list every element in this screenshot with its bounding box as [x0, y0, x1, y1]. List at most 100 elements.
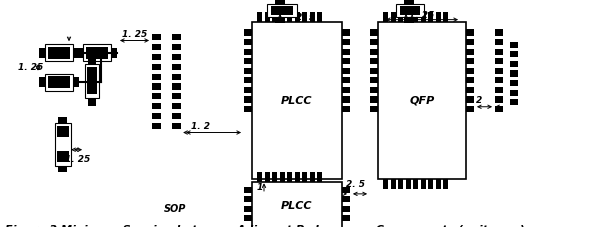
Bar: [466, 106, 474, 112]
Text: 1: 1: [257, 183, 263, 192]
Bar: [510, 80, 518, 86]
Bar: [342, 187, 350, 193]
Bar: [295, 179, 299, 189]
Text: 1. 25: 1. 25: [65, 155, 91, 164]
Bar: [466, 96, 474, 103]
Bar: [342, 39, 350, 45]
Bar: [244, 77, 252, 84]
Bar: [400, 6, 420, 15]
Bar: [58, 166, 67, 172]
Bar: [495, 58, 503, 64]
Bar: [152, 74, 161, 80]
Bar: [383, 179, 388, 189]
Bar: [436, 179, 440, 189]
Bar: [510, 42, 518, 48]
Bar: [495, 39, 503, 45]
Bar: [275, 0, 285, 4]
Bar: [342, 96, 350, 103]
Text: 2. 5: 2. 5: [347, 180, 365, 189]
Bar: [244, 106, 252, 112]
Bar: [421, 12, 425, 22]
Bar: [152, 103, 161, 109]
Bar: [370, 87, 378, 93]
Bar: [510, 61, 518, 67]
Bar: [172, 74, 181, 80]
Bar: [152, 64, 161, 70]
Text: SOP: SOP: [164, 204, 186, 214]
Bar: [152, 34, 161, 40]
Bar: [152, 44, 161, 50]
Bar: [406, 12, 410, 22]
Bar: [342, 58, 350, 64]
Bar: [495, 30, 503, 36]
Bar: [87, 67, 97, 94]
Bar: [111, 48, 117, 58]
Bar: [244, 196, 252, 202]
Bar: [391, 12, 395, 22]
Text: 1. 25: 1. 25: [409, 11, 434, 20]
Bar: [172, 54, 181, 60]
Bar: [58, 117, 67, 123]
Bar: [252, 22, 342, 179]
Bar: [295, 12, 299, 22]
Bar: [172, 93, 181, 99]
Bar: [244, 68, 252, 74]
Bar: [83, 44, 111, 61]
Bar: [310, 179, 314, 189]
Text: 2: 2: [476, 96, 482, 105]
Bar: [48, 76, 70, 88]
Bar: [510, 70, 518, 76]
Bar: [77, 48, 83, 58]
Text: PLCC: PLCC: [281, 96, 313, 106]
Bar: [370, 77, 378, 84]
Text: Figure 3 Minimum Spacing betwwen Adjacent Pads among Components (unit: mm): Figure 3 Minimum Spacing betwwen Adjacen…: [5, 225, 525, 227]
Bar: [152, 93, 161, 99]
Bar: [275, 17, 285, 23]
Bar: [48, 47, 70, 59]
Bar: [152, 113, 161, 119]
Bar: [295, 172, 299, 182]
Bar: [45, 44, 73, 61]
Bar: [152, 123, 161, 129]
Bar: [466, 87, 474, 93]
Bar: [466, 68, 474, 74]
Bar: [436, 12, 440, 22]
Bar: [39, 77, 45, 87]
Bar: [152, 54, 161, 60]
Bar: [172, 44, 181, 50]
Bar: [406, 179, 410, 189]
Bar: [272, 172, 277, 182]
Bar: [272, 12, 277, 22]
Bar: [172, 64, 181, 70]
Bar: [370, 96, 378, 103]
Bar: [172, 123, 181, 129]
Bar: [265, 179, 269, 189]
Bar: [152, 84, 161, 90]
Bar: [265, 12, 269, 22]
Text: 1. 2: 1. 2: [191, 122, 210, 131]
Bar: [495, 87, 503, 93]
Bar: [370, 58, 378, 64]
Bar: [280, 12, 284, 22]
Bar: [495, 96, 503, 103]
Bar: [172, 84, 181, 90]
Bar: [413, 12, 418, 22]
Bar: [370, 39, 378, 45]
Bar: [396, 4, 424, 17]
Bar: [287, 179, 292, 189]
Bar: [495, 77, 503, 84]
Bar: [466, 30, 474, 36]
Bar: [466, 49, 474, 55]
Bar: [510, 90, 518, 96]
Bar: [86, 47, 108, 59]
Bar: [287, 172, 292, 182]
Bar: [428, 12, 433, 22]
Bar: [172, 113, 181, 119]
Bar: [265, 172, 269, 182]
Bar: [495, 68, 503, 74]
Bar: [272, 179, 277, 189]
Bar: [172, 34, 181, 40]
Bar: [398, 12, 403, 22]
Bar: [73, 48, 79, 58]
Bar: [244, 187, 252, 193]
